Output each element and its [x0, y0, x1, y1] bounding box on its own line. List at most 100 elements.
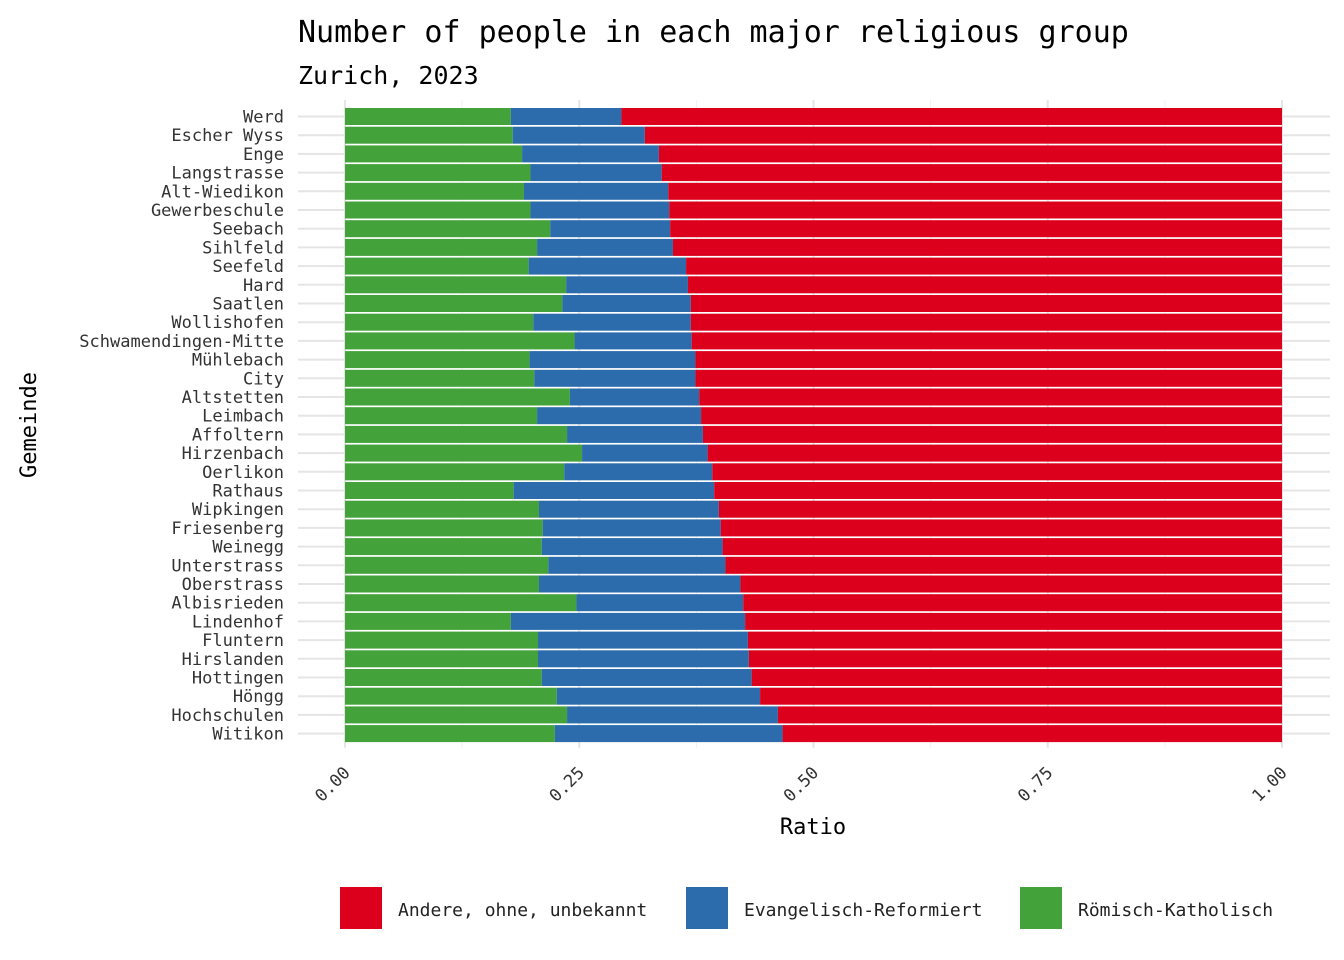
bar-segment	[529, 351, 696, 369]
bar-segment	[533, 313, 691, 331]
y-tick-label: Werd	[243, 108, 284, 128]
y-tick-label: Hirzenbach	[182, 444, 284, 464]
chart-title: Number of people in each major religious…	[298, 15, 1129, 50]
bar-segment	[702, 425, 1282, 443]
bar-segment	[345, 463, 565, 481]
bar-segment	[695, 369, 1282, 387]
bar-segment	[548, 556, 726, 574]
bar-segment	[345, 238, 538, 256]
bar-segment	[345, 164, 531, 182]
bar-segment	[345, 126, 513, 144]
y-tick-label: Saatlen	[212, 295, 284, 315]
bar-segment	[542, 519, 721, 537]
bar-segment	[345, 201, 531, 219]
bar-segment	[707, 444, 1282, 462]
bar-segment	[510, 108, 622, 125]
y-tick-label: Friesenberg	[171, 519, 284, 539]
bar-segment	[541, 538, 723, 556]
y-tick-label: Albisrieden	[171, 594, 284, 614]
bar-segment	[644, 126, 1282, 144]
bar-segment	[670, 220, 1282, 238]
bar-segment	[562, 295, 691, 312]
bar-segment	[345, 444, 583, 462]
y-tick-label: Enge	[243, 145, 284, 165]
bar-segment	[345, 257, 529, 275]
bar-segment	[345, 669, 542, 686]
bars-layer	[345, 108, 1282, 743]
bar-segment	[513, 482, 715, 499]
x-tick-label: 1.00	[1248, 763, 1291, 806]
bar-segment	[537, 238, 673, 256]
legend-key	[686, 887, 728, 929]
y-tick-label: Seebach	[212, 220, 284, 240]
x-tick-label: 0.25	[546, 763, 589, 806]
y-tick-label: City	[243, 369, 284, 389]
bar-segment	[537, 407, 702, 425]
y-tick-label: Mühlebach	[192, 351, 284, 371]
y-tick-label: Seefeld	[212, 257, 284, 277]
y-tick-label: Höngg	[233, 687, 284, 707]
bar-segment	[712, 463, 1282, 481]
bar-segment	[740, 575, 1282, 593]
bar-segment	[522, 145, 659, 163]
bar-segment	[345, 407, 538, 425]
bar-segment	[538, 650, 749, 668]
bar-segment	[695, 351, 1282, 369]
bar-segment	[541, 669, 752, 686]
y-tick-label: Sihlfeld	[202, 238, 284, 258]
bar-segment	[345, 519, 543, 537]
bar-segment	[345, 295, 563, 312]
bar-segment	[576, 594, 744, 612]
bar-segment	[567, 425, 703, 443]
bar-segment	[345, 706, 568, 724]
bar-segment	[743, 594, 1282, 612]
legend-label: Römisch-Katholisch	[1078, 900, 1273, 921]
bar-segment	[691, 332, 1282, 350]
bar-segment	[345, 650, 539, 668]
bar-segment	[722, 538, 1282, 556]
bar-segment	[345, 631, 539, 649]
bar-segment	[672, 238, 1282, 256]
legend-label: Andere, ohne, unbekannt	[398, 900, 647, 921]
bar-segment	[566, 276, 688, 294]
bar-segment	[574, 332, 692, 350]
legend: Andere, ohne, unbekannt Evangelisch-Refor…	[340, 887, 1273, 929]
bar-segment	[530, 164, 662, 182]
x-tick-label: 0.75	[1014, 763, 1057, 806]
y-tick-label: Schwamendingen-Mitte	[79, 332, 284, 352]
y-tick-label: Escher Wyss	[171, 126, 284, 146]
bar-segment	[530, 201, 670, 219]
bar-segment	[345, 556, 549, 574]
bar-segment	[345, 182, 524, 200]
bar-segment	[720, 519, 1282, 537]
bar-segment	[569, 388, 700, 406]
bar-segment	[538, 631, 748, 649]
y-tick-label: Wollishofen	[171, 313, 284, 333]
bar-segment	[345, 313, 534, 331]
y-tick-label: Affoltern	[192, 425, 284, 445]
bar-segment	[658, 145, 1282, 163]
bar-segment	[748, 650, 1282, 668]
y-tick-label: Hochschulen	[171, 706, 284, 726]
y-axis-title: Gemeinde	[17, 372, 42, 478]
bar-segment	[751, 669, 1282, 686]
bar-segment	[345, 594, 577, 612]
bar-segment	[686, 257, 1282, 275]
bar-segment	[345, 500, 539, 518]
bar-segment	[345, 425, 568, 443]
bar-segment	[690, 313, 1282, 331]
bar-segment	[523, 182, 669, 200]
bar-segment	[345, 725, 555, 743]
x-tick-label: 0.50	[780, 763, 823, 806]
y-tick-label: Alt-Wiedikon	[161, 182, 284, 202]
y-tick-label: Altstetten	[182, 388, 284, 408]
bar-segment	[554, 725, 783, 743]
bar-segment	[668, 182, 1282, 200]
y-tick-label: Langstrasse	[171, 164, 284, 184]
x-tick-labels: 0.00 0.25 0.50 0.75 1.00	[311, 763, 1291, 806]
bar-segment	[538, 575, 741, 593]
bar-segment	[777, 706, 1282, 724]
y-tick-label: Fluntern	[202, 631, 284, 651]
